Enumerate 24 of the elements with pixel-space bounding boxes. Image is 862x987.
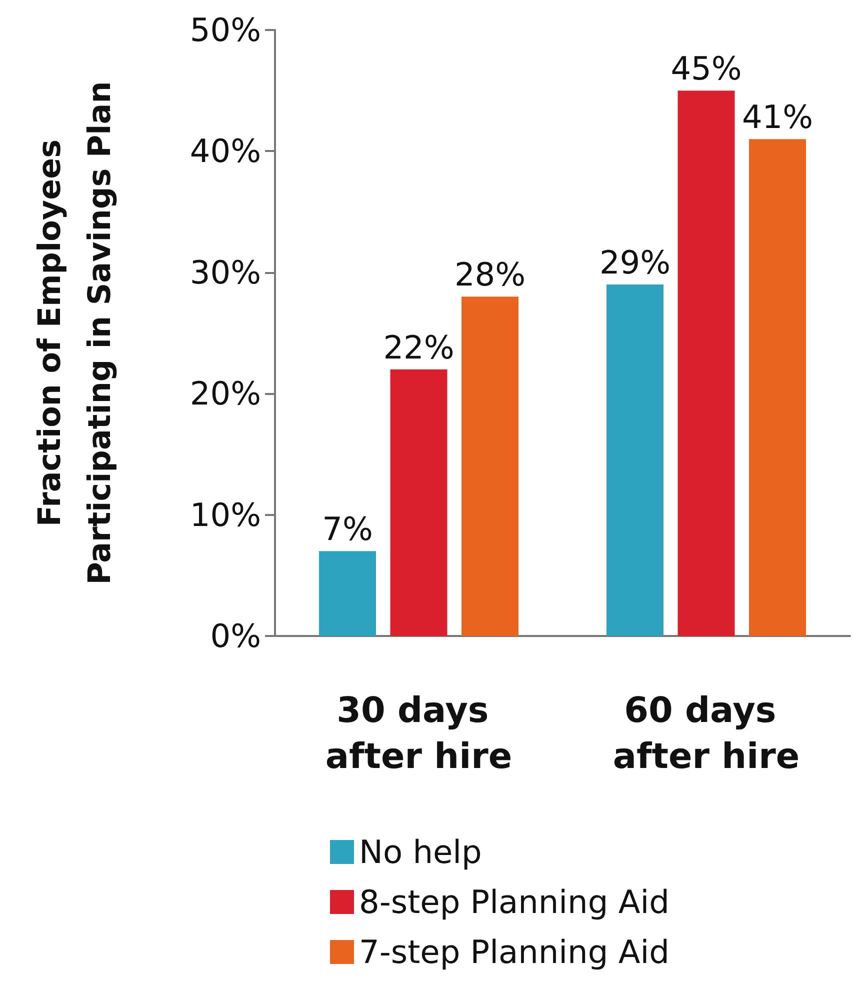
data-label: 7% xyxy=(322,510,373,548)
bar xyxy=(319,551,376,636)
bar xyxy=(390,369,448,636)
y-axis-title: Fraction of Employees Participating in Savings Plan xyxy=(32,81,118,585)
bar xyxy=(749,139,806,636)
legend-label: No help xyxy=(359,833,482,871)
y-tick-label: 20% xyxy=(190,374,261,413)
y-tick-label: 10% xyxy=(190,496,261,534)
legend-label: 8-step Planning Aid xyxy=(359,883,670,921)
y-tick-label: 40% xyxy=(190,132,261,170)
data-label: 22% xyxy=(383,328,454,366)
data-label: 28% xyxy=(454,256,526,294)
legend-label: 7-step Planning Aid xyxy=(359,933,670,971)
x-tick-label: 60 days after hire xyxy=(612,691,800,777)
bar xyxy=(606,284,664,636)
y-tick-label: 30% xyxy=(190,253,261,292)
data-label: 29% xyxy=(599,244,671,282)
data-label: 45% xyxy=(670,50,742,88)
y-tick-label: 50% xyxy=(190,11,261,49)
x-tick-label: 30 days after hire xyxy=(325,691,512,777)
y-tick-label: 0% xyxy=(210,617,261,655)
bar xyxy=(462,296,518,636)
bar xyxy=(678,90,735,636)
data-label: 41% xyxy=(742,98,814,136)
